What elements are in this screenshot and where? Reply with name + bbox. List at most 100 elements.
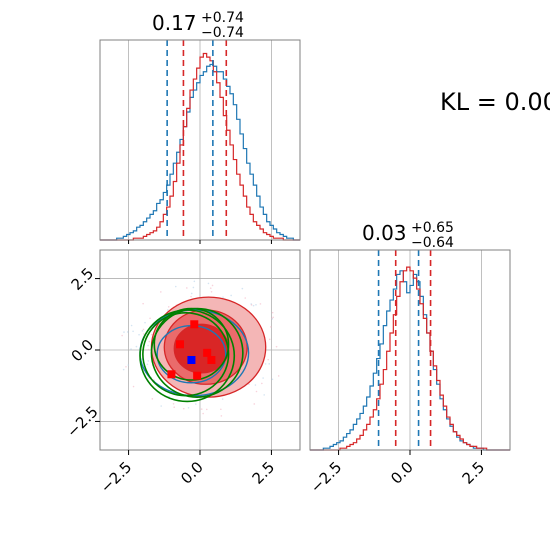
sample-point (144, 321, 146, 324)
param2-title-value: 0.03 (362, 221, 407, 245)
sample-point (150, 333, 153, 336)
sample-point (135, 345, 138, 348)
red-square-marker-3 (193, 371, 202, 380)
sample-point (132, 330, 134, 333)
param1-blue-hist (100, 63, 300, 241)
sample-point (182, 407, 185, 410)
sample-point (220, 415, 223, 417)
sample-point (271, 311, 274, 314)
sample-point (142, 333, 145, 335)
sample-point (270, 326, 272, 328)
sample-point (264, 363, 267, 365)
sample-point (268, 338, 271, 341)
sample-point (149, 317, 151, 320)
sample-point (271, 378, 274, 381)
sample-point (253, 403, 256, 405)
sample-point (127, 364, 130, 366)
green-contour-3 (153, 307, 230, 381)
sample-point (230, 294, 232, 297)
red-square-marker-4 (203, 348, 212, 357)
sample-point (138, 333, 140, 336)
blue-square-marker (187, 356, 196, 364)
sample-point (159, 291, 162, 293)
sample-point (200, 408, 203, 410)
param2-xtick-label-2: 2.5 (459, 458, 489, 488)
scatter-xtick-label-1: 0.0 (177, 458, 207, 488)
sample-point (168, 395, 170, 398)
sample-point (262, 377, 264, 379)
sample-point (209, 287, 212, 289)
param2-xtick-label-0: −2.5 (307, 458, 345, 496)
sample-point (132, 385, 135, 388)
sample-point (126, 331, 129, 333)
sample-point (172, 402, 175, 405)
sample-point (254, 384, 257, 386)
sample-point (186, 287, 188, 289)
sample-point (167, 309, 169, 311)
sample-point (160, 405, 162, 407)
scatter-xtick-label-2: 2.5 (249, 458, 279, 488)
param1-title-minus: −0.74 (201, 25, 244, 41)
sample-point (261, 382, 263, 385)
sample-point (173, 406, 176, 408)
sample-point (221, 398, 224, 400)
sample-point (142, 302, 144, 305)
scatter-ytick-label-1: 0.0 (68, 336, 98, 366)
sample-point (147, 348, 150, 351)
sample-point (195, 403, 197, 405)
sample-point (130, 348, 132, 350)
param1-red-hist (100, 52, 300, 241)
sample-point (141, 330, 144, 332)
sample-point (192, 286, 195, 289)
sample-point (147, 344, 149, 347)
sample-point (151, 398, 154, 400)
sample-point (146, 363, 149, 366)
scatter-ytick-label-2: 2.5 (68, 264, 98, 294)
sample-point (174, 285, 177, 288)
sample-point (211, 284, 214, 287)
sample-point (187, 406, 190, 409)
red-square-marker-2 (190, 320, 199, 329)
red-square-marker-1 (176, 340, 184, 349)
hist-panel-param1 (99, 39, 301, 244)
param2-xtick-label-1: 0.0 (387, 458, 417, 488)
param1-title-value: 0.17 (152, 11, 197, 35)
sample-point (202, 412, 204, 415)
sample-point (122, 368, 125, 371)
sample-point (190, 292, 193, 295)
sample-point (268, 363, 271, 365)
sample-point (123, 331, 125, 333)
scatter-contents (121, 280, 280, 417)
scatter-panel-2d: −2.5 0.0 2.5−2.50.02.5 (63, 249, 301, 497)
hist-panel-param2: −2.5 0.0 2.5 (307, 249, 511, 497)
sample-point (271, 318, 274, 320)
sample-point (263, 394, 265, 396)
scatter-xtick-label-0: −2.5 (97, 458, 135, 496)
sample-point (267, 358, 270, 361)
sample-point (252, 304, 255, 307)
sample-point (272, 316, 274, 319)
param2-title-minus: −0.64 (411, 235, 454, 251)
param1-title-plus: +0.74 (201, 10, 244, 26)
param2-red-hist (310, 266, 510, 451)
param2-title-plus: +0.65 (411, 220, 454, 236)
sample-point (259, 303, 262, 305)
sample-point (205, 408, 208, 411)
sample-point (255, 303, 257, 306)
sample-point (207, 282, 210, 285)
red-square-marker-0 (167, 370, 176, 379)
sample-point (210, 290, 213, 293)
sample-point (220, 408, 222, 411)
sample-point (248, 383, 250, 385)
sample-point (244, 297, 247, 299)
sample-point (222, 296, 224, 298)
red-square-marker-5 (207, 356, 216, 364)
sample-point (190, 295, 192, 298)
sample-point (255, 390, 258, 393)
kl-annotation: KL = 0.00 (440, 88, 550, 116)
sample-point (130, 324, 133, 327)
sample-point (125, 365, 127, 368)
sample-point (142, 328, 145, 331)
sample-point (147, 360, 150, 362)
